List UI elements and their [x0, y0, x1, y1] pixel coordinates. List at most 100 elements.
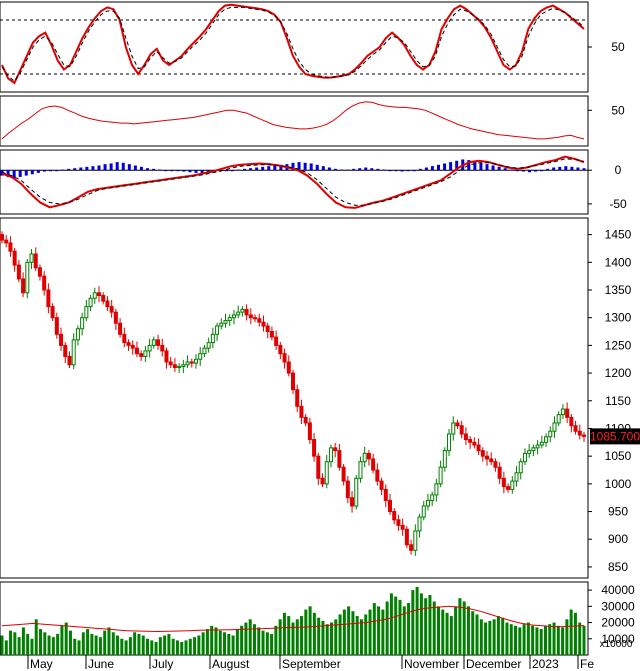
volume-bar	[300, 616, 304, 655]
macd-histogram-bar	[261, 166, 265, 171]
month-label: November	[404, 657, 459, 671]
volume-bar	[30, 638, 34, 655]
volume-bar	[377, 606, 381, 655]
candle-body	[134, 347, 139, 355]
macd-histogram-bar	[333, 168, 337, 171]
volume-bar	[526, 622, 530, 655]
candle-body	[320, 477, 325, 485]
macd-histogram-bar	[115, 162, 119, 171]
candle-body	[501, 477, 506, 488]
macd-histogram-bar	[267, 166, 271, 171]
macd-histogram-bar	[42, 170, 46, 172]
candle-body	[240, 308, 245, 313]
macd-histogram-bar	[479, 162, 483, 171]
volume-bar	[573, 612, 577, 655]
macd-histogram-bar	[400, 170, 404, 172]
macd-histogram-bar	[146, 168, 149, 171]
candle-body	[143, 350, 148, 357]
volume-bar	[552, 622, 556, 655]
candle-body	[8, 242, 13, 252]
candle-body	[4, 239, 9, 244]
volume-bar	[150, 640, 154, 655]
volume-bar	[90, 633, 94, 655]
stochastic-series-1-line	[1, 6, 585, 82]
candle-body	[328, 447, 333, 463]
volume-ma-line	[1, 605, 585, 633]
macd-histogram-bar	[73, 168, 77, 171]
chart-marks	[0, 3, 588, 655]
stochastic-y-tick-0-label: 50	[611, 40, 625, 54]
volume-bar	[531, 625, 535, 655]
candle-body	[548, 430, 553, 438]
candle-body	[573, 425, 578, 432]
candle-body	[206, 342, 211, 349]
volume-unit-label: x10000	[600, 639, 633, 650]
volume-bar	[543, 625, 547, 655]
volume-bar	[0, 635, 4, 655]
month-label: June	[88, 657, 114, 671]
macd-histogram-bar	[152, 168, 156, 171]
candle-body	[544, 436, 549, 443]
volume-bar	[68, 630, 72, 655]
candle-body	[316, 455, 321, 479]
candle-body	[219, 322, 224, 327]
price-y-tick-4-label: 1050	[605, 449, 632, 463]
candle-body	[556, 414, 561, 424]
candle-body	[185, 361, 190, 366]
volume-bar	[454, 606, 458, 655]
macd-histogram-bar	[170, 170, 174, 172]
candle-body	[371, 458, 376, 471]
macd-histogram-bar	[182, 170, 186, 172]
candle-body	[236, 311, 241, 316]
macd-histogram-bar	[133, 165, 137, 171]
volume-bar	[479, 619, 483, 655]
candle-body	[113, 311, 118, 324]
chart-panels	[0, 1, 589, 656]
macd-histogram-bar	[109, 163, 113, 171]
macd-histogram-bar	[36, 170, 40, 173]
macd-histogram-bar	[497, 166, 501, 171]
volume-bar	[355, 616, 359, 655]
volume-bar	[282, 612, 286, 655]
volume-bar	[569, 609, 573, 655]
volume-bar	[107, 627, 111, 655]
candle-body	[518, 461, 523, 474]
volume-bar	[43, 632, 47, 655]
macd-histogram-bar	[418, 168, 422, 171]
candle-body	[531, 447, 536, 452]
candle-body	[510, 480, 515, 490]
price-y-tick-2-label: 950	[608, 505, 628, 519]
candle-body	[42, 275, 47, 291]
volume-bar	[128, 637, 132, 655]
macd-y-tick-0-label: 0	[615, 163, 622, 177]
macd-histogram-bar	[315, 164, 319, 171]
candle-body	[33, 253, 38, 269]
volume-bar	[321, 620, 325, 655]
macd-histogram-bar	[243, 168, 246, 171]
candle-body	[75, 328, 80, 341]
volume-bar	[120, 638, 124, 655]
macd-histogram-bar	[6, 170, 10, 177]
volume-bar	[252, 624, 256, 655]
macd-y-tick-1-label: -50	[609, 197, 627, 211]
macd-histogram-bar	[49, 170, 52, 172]
volume-bar	[304, 609, 308, 655]
candle-body	[109, 306, 114, 313]
macd-histogram-bar	[546, 168, 550, 171]
macd-histogram-bar	[127, 164, 131, 171]
candle-body	[417, 516, 422, 532]
stochastic-series-0-line	[1, 3, 585, 85]
candle-body	[345, 480, 350, 499]
macd-histogram-bar	[188, 170, 192, 173]
macd-histogram-bar	[164, 170, 168, 172]
last-price-box	[590, 428, 640, 445]
volume-bar	[539, 629, 543, 655]
macd-series-0-line	[1, 155, 585, 209]
candle-body	[366, 452, 371, 460]
volume-bar	[188, 638, 192, 655]
candle-body	[278, 344, 283, 355]
macd-histogram-bar	[18, 170, 22, 177]
macd-histogram-bar	[30, 170, 34, 175]
macd-histogram-bar	[485, 164, 489, 171]
volume-bar	[561, 627, 565, 655]
